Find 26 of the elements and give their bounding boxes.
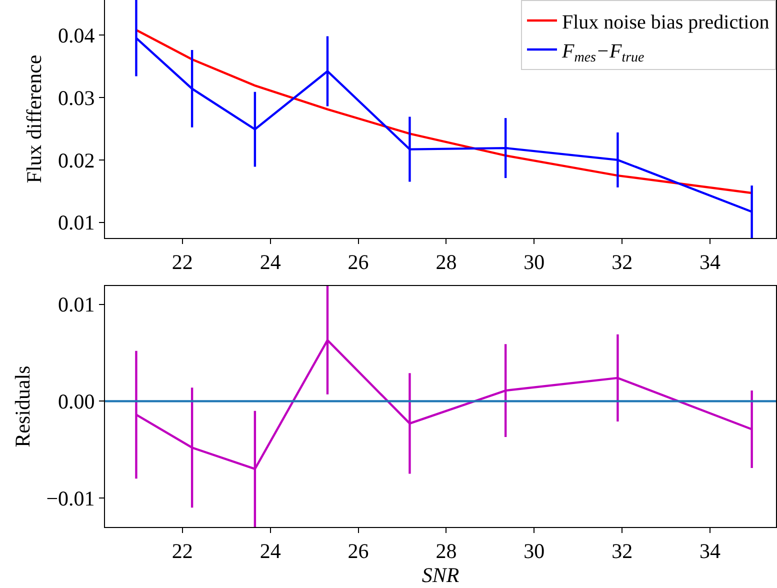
x-tick-label: 22 bbox=[172, 250, 193, 274]
y-tick-label: 0.03 bbox=[58, 86, 95, 110]
x-tick-label: 26 bbox=[348, 250, 369, 274]
x-tick-label: 30 bbox=[524, 250, 545, 274]
x-tick-label: 28 bbox=[436, 539, 457, 564]
x-tick-label: 32 bbox=[612, 539, 633, 564]
y-axis-title: Flux difference bbox=[22, 54, 46, 184]
y-tick-label: 0.00 bbox=[58, 390, 95, 414]
x-tick-label: 26 bbox=[348, 539, 369, 564]
x-tick-label: 34 bbox=[700, 539, 722, 564]
y-tick-label: 0.01 bbox=[58, 292, 95, 317]
x-tick-label: 28 bbox=[436, 250, 457, 274]
y-tick-label: 0.02 bbox=[58, 148, 95, 172]
x-tick-label: 32 bbox=[612, 250, 633, 274]
x-tick-label: 22 bbox=[172, 539, 193, 564]
x-tick-label: 24 bbox=[260, 539, 282, 564]
x-tick-label: 30 bbox=[524, 539, 545, 564]
y-tick-label: 0.01 bbox=[58, 210, 95, 235]
legend-label: Flux noise bias prediction bbox=[562, 11, 770, 34]
x-tick-label: 34 bbox=[700, 250, 722, 274]
x-axis-title: SNR bbox=[422, 563, 460, 588]
y-tick-label: −0.01 bbox=[46, 486, 95, 510]
y-axis-title: Residuals bbox=[10, 366, 34, 448]
x-tick-label: 24 bbox=[260, 250, 282, 274]
y-tick-label: 0.04 bbox=[58, 23, 96, 48]
legend-label: F$_{mes}$−F$_{true}$ bbox=[561, 40, 644, 66]
